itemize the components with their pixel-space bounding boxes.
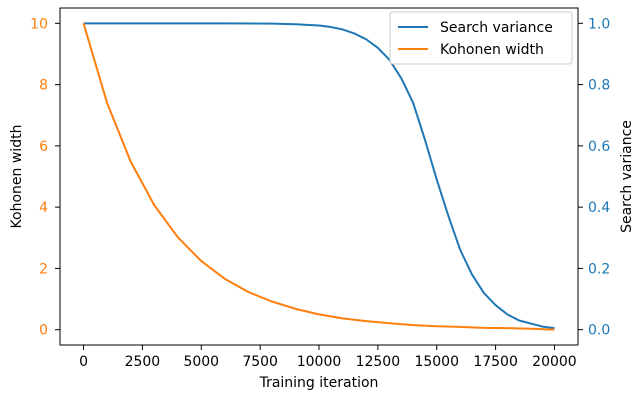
y-right-tick-label: 0.2 [588, 261, 610, 277]
x-tick-label: 7500 [242, 354, 278, 370]
x-tick-label: 2500 [125, 354, 161, 370]
legend-entry-label: Search variance [440, 20, 553, 36]
series-layer [82, 22, 555, 331]
y-left-tick-label: 8 [39, 78, 48, 94]
y-left-tick-label: 0 [39, 323, 48, 339]
x-tick-label: 0 [79, 354, 88, 370]
y-right-tick-label: 0.8 [588, 78, 610, 94]
x-tick-label: 5000 [183, 354, 219, 370]
x-axis-label: Training iteration [259, 375, 379, 391]
x-tick-label: 12500 [356, 354, 401, 370]
series-line-kohonen-width [82, 23, 555, 331]
axes-layer: 0 2500 5000 7500 10000 12500 15000 17500 20000 0 2… [30, 7, 610, 370]
y-right-tick-label: 0.0 [588, 323, 610, 339]
x-tick-label: 17500 [473, 354, 518, 370]
y-right-tick-label: 1.0 [588, 16, 610, 32]
legend: Search variance Kohonen width [389, 11, 573, 65]
series-line-search-variance [83, 22, 555, 330]
y-left-tick-label: 10 [30, 16, 48, 32]
legend-box [389, 11, 573, 65]
y-left-tick-label: 6 [39, 139, 48, 155]
x-tick-label: 20000 [532, 354, 577, 370]
x-tick-label: 10000 [297, 354, 342, 370]
y-left-tick-label: 2 [39, 261, 48, 277]
y-right-tick-label: 0.6 [588, 139, 610, 155]
y-right-tick-label: 0.4 [588, 200, 610, 216]
y-left-tick-label: 4 [39, 200, 48, 216]
x-tick-label: 15000 [414, 354, 459, 370]
y-axis-left-label: Kohonen width [9, 125, 25, 229]
y-axis-right-label: Search variance [619, 120, 634, 233]
legend-entry-label: Kohonen width [440, 42, 544, 58]
